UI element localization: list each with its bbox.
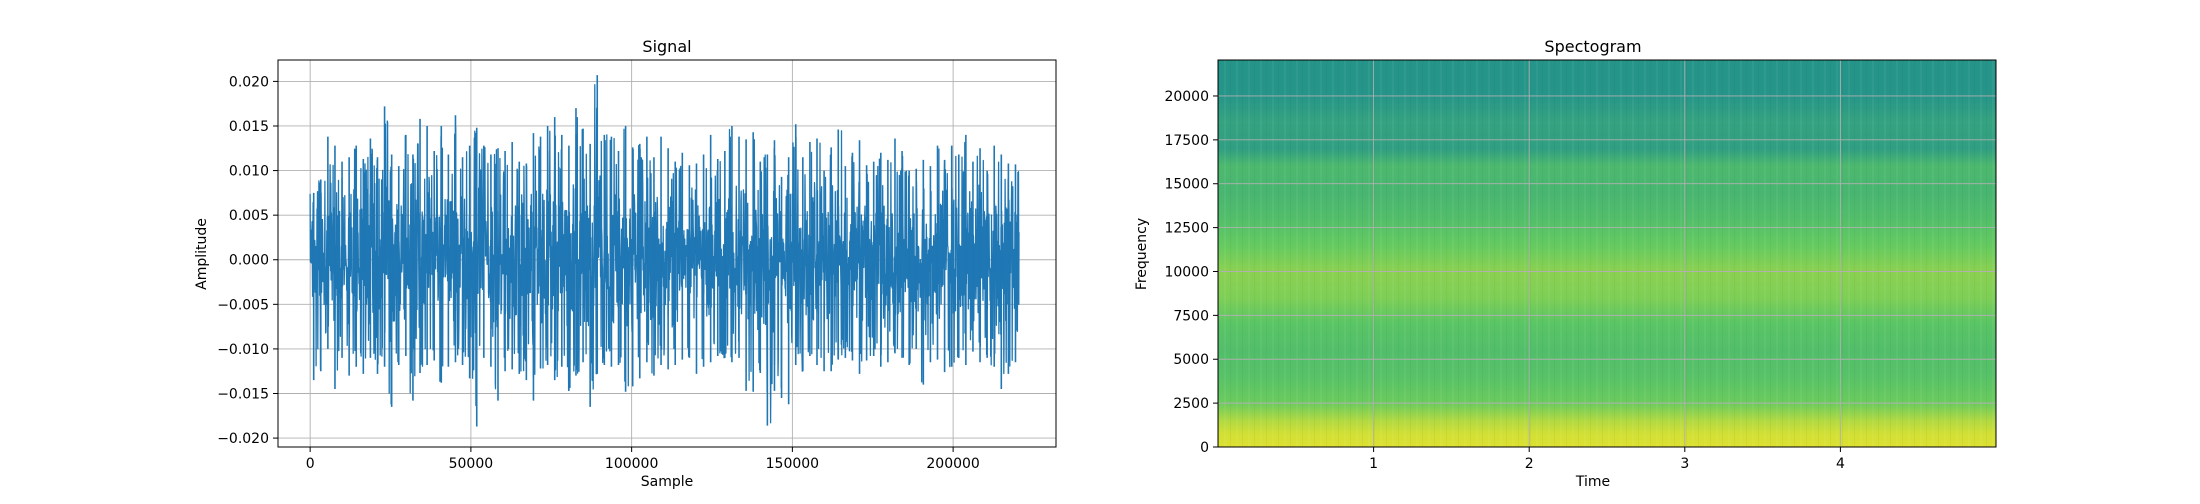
spectrogram-y-ticks: 0 2500 5000 7500 10000 12500 15000 17500 20000: [1164, 89, 1218, 456]
spectrogram-x-tick-label: 3: [1680, 456, 1689, 472]
signal-axes-frame: [277, 59, 1057, 448]
spectrogram-streaks: [1218, 60, 1996, 447]
signal-y-tick-label: −0.010: [217, 342, 269, 358]
signal-x-label: Sample: [641, 474, 694, 490]
signal-x-tick-label: 200000: [926, 456, 979, 472]
signal-y-label: Amplitude: [194, 218, 210, 290]
spectrogram-axes-frame: [1217, 59, 1997, 448]
spectrogram-panel: 1 2 3 4 0 2500 5000 7500 10000 12500 15000 17500 20…: [1134, 37, 1997, 490]
signal-y-tick-label: 0.010: [229, 164, 269, 180]
spectrogram-x-ticks: 1 2 3 4: [1369, 447, 1845, 472]
signal-y-tick-label: 0.000: [229, 253, 269, 269]
signal-y-ticks: −0.020 −0.015 −0.010 −0.005 0.000 0.005 0.010 0…: [217, 74, 278, 447]
signal-series-line: [309, 84, 1020, 424]
signal-x-tick-label: 0: [306, 456, 315, 472]
spectrogram-y-tick-label: 12500: [1164, 221, 1209, 237]
signal-x-tick-label: 150000: [766, 456, 819, 472]
signal-y-tick-label: −0.020: [217, 431, 269, 447]
signal-y-tick-label: −0.015: [217, 386, 269, 402]
spectrogram-y-tick-label: 5000: [1173, 352, 1209, 368]
spectrogram-y-tick-label: 2500: [1173, 396, 1209, 412]
spectrogram-x-tick-label: 1: [1369, 456, 1378, 472]
signal-y-tick-label: 0.015: [229, 119, 269, 135]
spectrogram-x-tick-label: 2: [1525, 456, 1534, 472]
spectrogram-title: Spectogram: [1544, 37, 1641, 56]
signal-y-tick-label: 0.020: [229, 74, 269, 90]
signal-x-tick-label: 100000: [605, 456, 658, 472]
spectrogram-y-tick-label: 0: [1200, 440, 1209, 456]
spectrogram-y-tick-label: 17500: [1164, 133, 1209, 149]
spectrogram-x-tick-label: 4: [1836, 456, 1845, 472]
spectrogram-grid: [1218, 60, 1996, 447]
spectrogram-y-tick-label: 15000: [1164, 177, 1209, 193]
spectrogram-y-label: Frequency: [1134, 218, 1150, 290]
signal-x-ticks: 0 50000 100000 150000 200000: [306, 447, 980, 472]
spectrogram-y-tick-label: 20000: [1164, 89, 1209, 105]
signal-waveform: [309, 75, 1020, 427]
signal-x-tick-label: 50000: [449, 456, 494, 472]
spectrogram-y-tick-label: 10000: [1164, 264, 1209, 280]
signal-y-tick-label: 0.005: [229, 208, 269, 224]
spectrogram-y-tick-label: 7500: [1173, 308, 1209, 324]
signal-panel: 0 50000 100000 150000 200000 −0.020−0.015−0.…: [194, 37, 1057, 490]
signal-title: Signal: [642, 37, 691, 56]
signal-y-tick-label: −0.005: [217, 297, 269, 313]
spectrogram-x-label: Time: [1575, 474, 1610, 490]
